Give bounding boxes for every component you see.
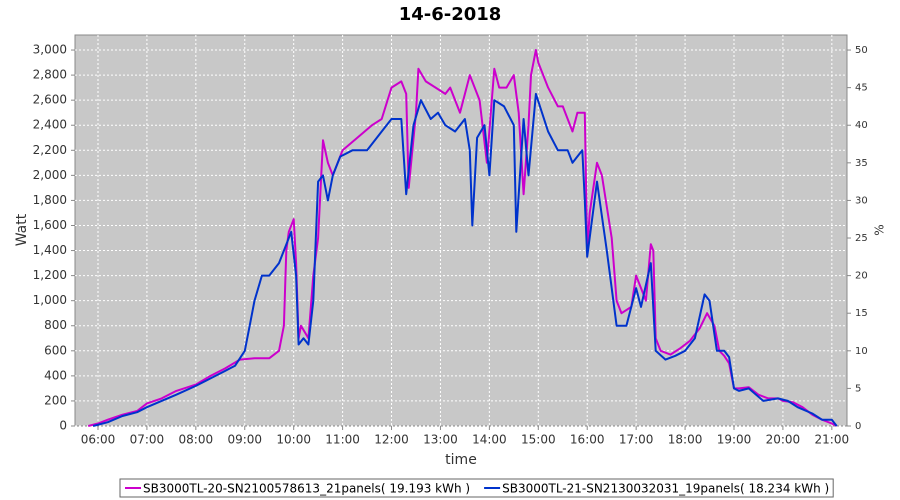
legend-label: SB3000TL-20-SN2100578613_21panels( 19.19… bbox=[143, 482, 470, 496]
y2-tick-label: 30 bbox=[855, 195, 868, 206]
x-tick-label: 20:00 bbox=[766, 433, 801, 447]
x-axis-label: time bbox=[445, 452, 477, 468]
x-tick-label: 10:00 bbox=[276, 433, 311, 447]
x-tick-label: 07:00 bbox=[130, 433, 165, 447]
y-tick-label: 1,400 bbox=[33, 243, 67, 257]
y2-tick-label: 40 bbox=[855, 120, 868, 131]
legend-label: SB3000TL-21-SN2130032031_19panels( 18.23… bbox=[502, 482, 829, 496]
x-tick-label: 12:00 bbox=[374, 433, 409, 447]
x-tick-label: 13:00 bbox=[423, 433, 458, 447]
y2-tick-label: 10 bbox=[855, 346, 868, 357]
y-tick-label: 600 bbox=[44, 343, 67, 357]
legend: SB3000TL-20-SN2100578613_21panels( 19.19… bbox=[119, 478, 834, 498]
chart-title: 14-6-2018 bbox=[399, 4, 502, 25]
x-tick-label: 11:00 bbox=[325, 433, 360, 447]
y-tick-label: 1,800 bbox=[33, 193, 67, 207]
y-tick-label: 2,600 bbox=[33, 93, 67, 107]
x-tick-label: 15:00 bbox=[521, 433, 556, 447]
y-tick-label: 800 bbox=[44, 318, 67, 332]
y2-tick-label: 20 bbox=[855, 271, 868, 282]
y-tick-label: 2,400 bbox=[33, 118, 67, 132]
y-tick-label: 2,800 bbox=[33, 68, 67, 82]
x-tick-label: 19:00 bbox=[717, 433, 752, 447]
series-line bbox=[92, 92, 838, 427]
y-tick-label: 400 bbox=[44, 368, 67, 382]
y2-tick-label: 45 bbox=[855, 83, 868, 94]
y2-tick-label: 50 bbox=[855, 45, 868, 56]
y2-tick-label: 5 bbox=[855, 383, 861, 394]
x-tick-label: 08:00 bbox=[179, 433, 214, 447]
y-axis-label: Watt bbox=[14, 213, 30, 246]
y-tick-label: 200 bbox=[44, 393, 67, 407]
x-tick-label: 18:00 bbox=[668, 433, 703, 447]
y-tick-label: 1,000 bbox=[33, 293, 67, 307]
x-tick-label: 14:00 bbox=[472, 433, 507, 447]
x-tick-label: 06:00 bbox=[81, 433, 116, 447]
y-tick-label: 2,200 bbox=[33, 143, 67, 157]
y2-tick-label: 35 bbox=[855, 158, 868, 169]
x-tick-label: 17:00 bbox=[619, 433, 654, 447]
legend-box bbox=[119, 478, 834, 498]
x-tick-label: 09:00 bbox=[227, 433, 262, 447]
y2-tick-label: 25 bbox=[855, 233, 868, 244]
x-tick-label: 16:00 bbox=[570, 433, 605, 447]
y-tick-label: 2,000 bbox=[33, 168, 67, 182]
y2-tick-label: 0 bbox=[855, 421, 861, 432]
y-tick-label: 1,200 bbox=[33, 268, 67, 282]
y-tick-label: 3,000 bbox=[33, 43, 67, 57]
y-tick-label: 0 bbox=[59, 419, 67, 433]
y-tick-label: 1,600 bbox=[33, 218, 67, 232]
x-tick-label: 21:00 bbox=[815, 433, 850, 447]
y2-tick-label: 15 bbox=[855, 308, 868, 319]
y2-axis-label: % bbox=[873, 224, 887, 235]
